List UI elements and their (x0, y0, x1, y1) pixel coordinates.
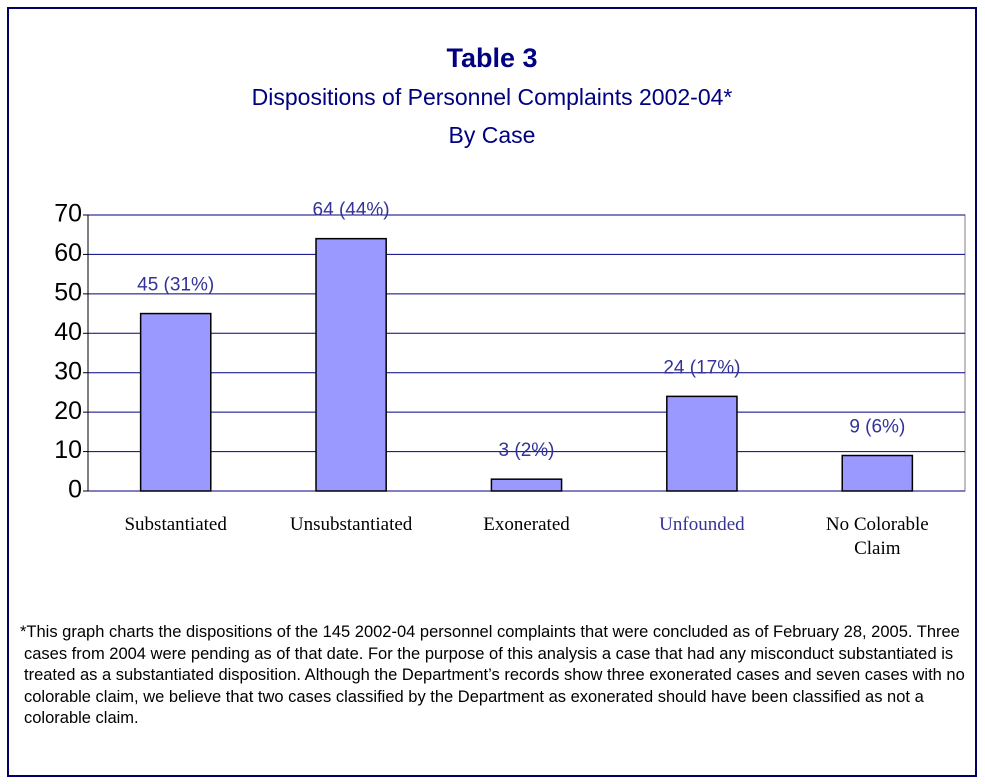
value-label: 24 (17%) (663, 357, 740, 378)
footnote: *This graph charts the dispositions of t… (20, 623, 965, 727)
bar (490, 478, 563, 492)
value-label: 3 (2%) (499, 440, 555, 461)
value-label: 64 (44%) (313, 200, 390, 221)
x-tick-label: Exonerated (483, 514, 570, 535)
x-tick-label: Substantiated (124, 514, 227, 535)
y-tick-label: 40 (54, 318, 82, 346)
chart-title: Table 3 (446, 43, 537, 73)
y-tick-label: 60 (54, 239, 82, 267)
x-tick-label: No Colorable Claim (825, 514, 929, 559)
value-label: 9 (6%) (849, 417, 905, 438)
y-tick-label: 10 (54, 436, 82, 464)
y-tick-label: 0 (68, 476, 82, 504)
bar (315, 237, 387, 492)
y-tick-label: 20 (54, 397, 82, 425)
frame (7, 7, 977, 777)
chart-subtitle: By Case (449, 122, 536, 148)
value-label: 45 (31%) (137, 275, 214, 296)
bar (666, 395, 738, 492)
bar (841, 454, 914, 492)
x-tick-label: Unfounded (659, 514, 745, 535)
bar (139, 312, 212, 492)
y-tick-label: 70 (54, 200, 82, 228)
chart-subtitle: Dispositions of Personnel Complaints 200… (252, 84, 733, 110)
y-tick-label: 50 (54, 278, 82, 306)
x-tick-label: Unsubstantiated (289, 514, 413, 535)
y-tick-label: 30 (54, 357, 82, 385)
